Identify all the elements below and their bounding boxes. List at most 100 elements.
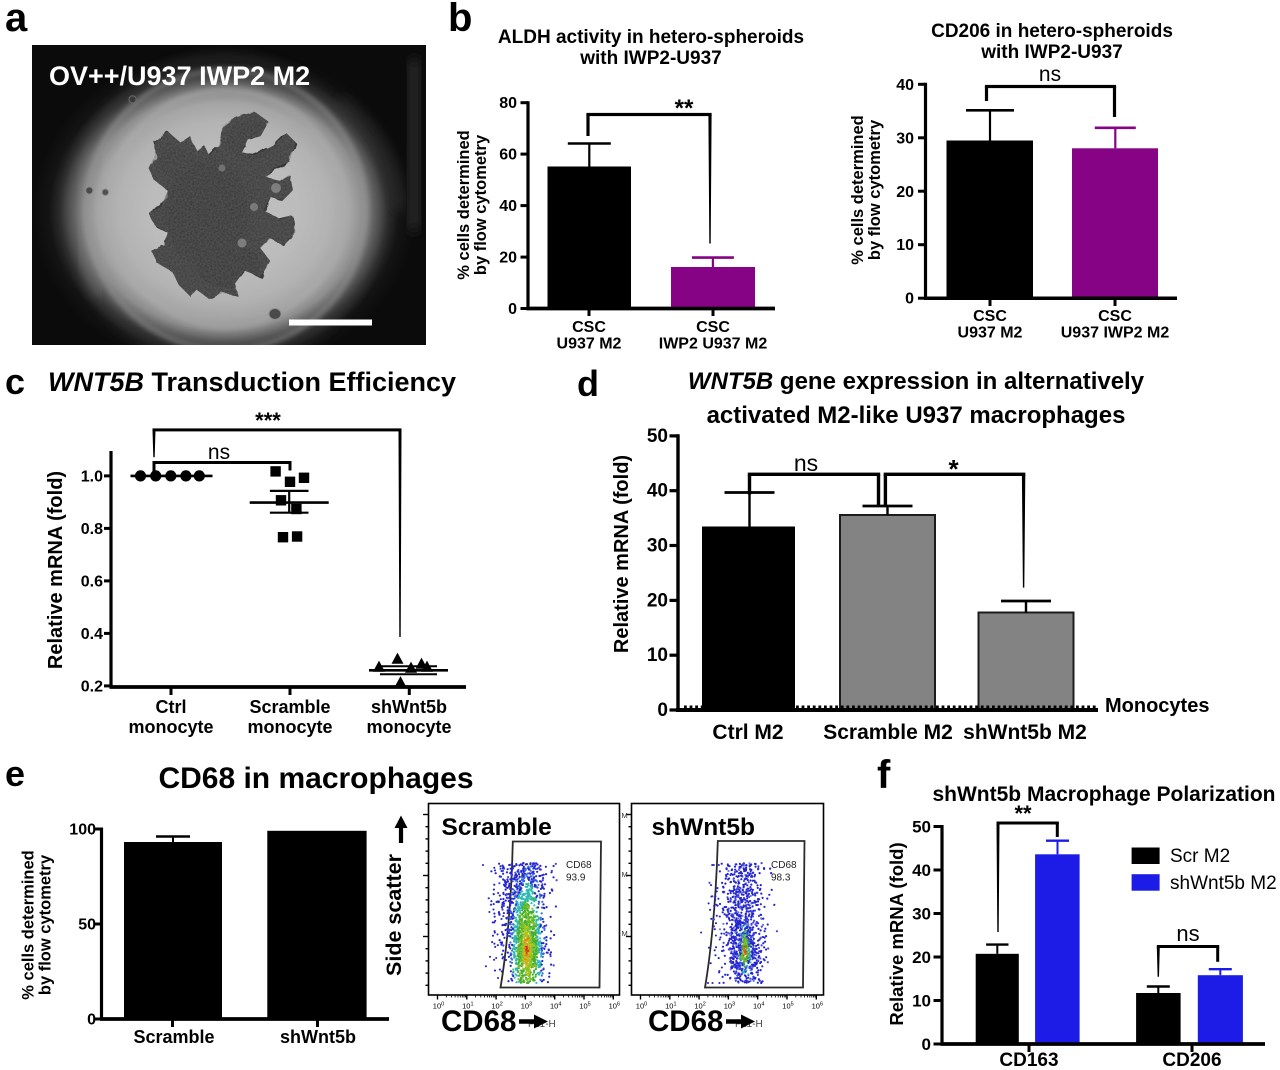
svg-text:CD68: CD68: [648, 1005, 723, 1038]
svg-text:U937 IWP2 M2: U937 IWP2 M2: [1061, 325, 1170, 342]
svg-text:ns: ns: [1039, 63, 1061, 86]
svg-text:50: 50: [647, 426, 668, 447]
svg-text:Scramble: Scramble: [249, 697, 330, 717]
svg-text:OV++/U937 IWP2 M2: OV++/U937 IWP2 M2: [49, 61, 310, 91]
svg-text:IWP2 U937 M2: IWP2 U937 M2: [659, 336, 768, 353]
svg-text:0.4: 0.4: [81, 626, 103, 643]
svg-text:Scramble M2: Scramble M2: [823, 721, 953, 744]
svg-text:**: **: [675, 95, 694, 122]
svg-text:CD68: CD68: [771, 860, 797, 871]
svg-text:20: 20: [896, 184, 914, 201]
svg-text:0: 0: [905, 291, 914, 308]
svg-text:40: 40: [896, 77, 914, 94]
svg-text:with IWP2-U937: with IWP2-U937: [980, 42, 1122, 63]
svg-text:100: 100: [433, 1002, 444, 1011]
svg-text:WNT5B Transduction Efficiency: WNT5B Transduction Efficiency: [48, 367, 456, 397]
svg-text:ns: ns: [794, 450, 818, 476]
svg-text:100: 100: [636, 1002, 647, 1011]
svg-text:f: f: [877, 753, 891, 797]
svg-text:10: 10: [896, 237, 914, 254]
svg-text:Ctrl: Ctrl: [156, 697, 187, 717]
svg-text:0.6: 0.6: [81, 573, 103, 590]
svg-text:Side scatter: Side scatter: [382, 853, 406, 976]
svg-text:b: b: [448, 0, 472, 40]
svg-text:102: 102: [491, 1002, 502, 1011]
svg-text:60: 60: [499, 147, 517, 164]
svg-text:0.2: 0.2: [81, 678, 103, 695]
svg-text:ALDH activity in hetero-sphero: ALDH activity in hetero-spheroids: [498, 27, 804, 48]
svg-text:Scr M2: Scr M2: [1170, 846, 1230, 867]
svg-text:CSC: CSC: [696, 319, 730, 336]
svg-text:% cells determined: % cells determined: [455, 130, 473, 279]
svg-text:CD68: CD68: [441, 1005, 516, 1038]
svg-text:Monocytes: Monocytes: [1105, 695, 1209, 717]
svg-text:CD68: CD68: [566, 860, 592, 871]
svg-text:CD163: CD163: [999, 1050, 1058, 1070]
svg-text:U937 M2: U937 M2: [557, 336, 622, 353]
svg-text:105: 105: [579, 1002, 590, 1011]
svg-text:by flow cytometry: by flow cytometry: [472, 134, 490, 275]
svg-text:shWnt5b: shWnt5b: [280, 1027, 356, 1047]
svg-text:106: 106: [609, 1002, 620, 1011]
svg-text:10: 10: [912, 992, 931, 1011]
svg-text:0: 0: [87, 1012, 96, 1029]
svg-text:104: 104: [753, 1002, 764, 1011]
svg-text:c: c: [5, 361, 25, 402]
svg-text:M: M: [622, 929, 628, 938]
svg-text:104: 104: [550, 1002, 561, 1011]
svg-text:U937 M2: U937 M2: [958, 325, 1023, 342]
svg-text:93.9: 93.9: [566, 873, 586, 884]
svg-text:0: 0: [508, 301, 517, 318]
svg-text:CD206 in hetero-spheroids: CD206 in hetero-spheroids: [931, 21, 1173, 42]
svg-text:30: 30: [896, 130, 914, 147]
svg-text:20: 20: [499, 250, 517, 267]
svg-text:monocyte: monocyte: [366, 717, 451, 737]
svg-text:% cells determined: % cells determined: [20, 850, 38, 999]
svg-text:50: 50: [78, 917, 96, 934]
svg-text:106: 106: [812, 1002, 823, 1011]
svg-text:**: **: [1014, 801, 1032, 826]
svg-text:shWnt5b: shWnt5b: [371, 697, 447, 717]
svg-text:% cells determined: % cells determined: [849, 115, 867, 264]
svg-text:by flow cytometry: by flow cytometry: [37, 854, 55, 995]
svg-text:activated M2-like U937 macroph: activated M2-like U937 macrophages: [707, 402, 1126, 429]
svg-text:CD206: CD206: [1162, 1050, 1221, 1070]
svg-text:Ctrl M2: Ctrl M2: [712, 721, 783, 744]
svg-text:shWnt5b Macrophage Polarizatio: shWnt5b Macrophage Polarization: [932, 783, 1275, 806]
svg-text:80: 80: [499, 95, 517, 112]
svg-text:monocyte: monocyte: [247, 717, 332, 737]
svg-text:ns: ns: [208, 441, 230, 464]
svg-text:ns: ns: [1176, 921, 1199, 946]
svg-text:d: d: [577, 363, 599, 404]
svg-text:Relative mRNA (fold): Relative mRNA (fold): [886, 842, 907, 1025]
svg-text:by flow cytometry: by flow cytometry: [866, 119, 884, 260]
svg-text:40: 40: [647, 481, 668, 502]
svg-text:105: 105: [782, 1002, 793, 1011]
svg-text:30: 30: [912, 905, 931, 924]
svg-text:Scramble: Scramble: [133, 1027, 214, 1047]
svg-text:CSC: CSC: [572, 319, 606, 336]
svg-text:10: 10: [647, 645, 668, 666]
svg-text:Relative mRNA (fold): Relative mRNA (fold): [45, 471, 67, 669]
svg-text:CSC: CSC: [1098, 308, 1132, 325]
svg-text:20: 20: [647, 590, 668, 611]
svg-text:M: M: [622, 870, 628, 879]
svg-text:20: 20: [912, 948, 931, 967]
svg-text:WNT5B gene expression in alter: WNT5B gene expression in alternatively: [688, 368, 1145, 395]
svg-text:*: *: [948, 454, 959, 484]
svg-text:with IWP2-U937: with IWP2-U937: [579, 48, 721, 69]
svg-text:0: 0: [657, 700, 668, 721]
svg-text:102: 102: [694, 1002, 705, 1011]
svg-text:50: 50: [912, 818, 931, 837]
svg-text:CSC: CSC: [973, 308, 1007, 325]
svg-text:98.3: 98.3: [771, 873, 791, 884]
svg-text:shWnt5b M2: shWnt5b M2: [1170, 873, 1277, 894]
svg-text:M: M: [622, 811, 628, 820]
svg-text:30: 30: [647, 536, 668, 557]
svg-text:103: 103: [724, 1002, 735, 1011]
svg-text:103: 103: [521, 1002, 532, 1011]
svg-text:shWnt5b M2: shWnt5b M2: [963, 721, 1087, 744]
svg-text:e: e: [5, 753, 25, 794]
svg-text:shWnt5b: shWnt5b: [652, 814, 755, 841]
svg-text:monocyte: monocyte: [128, 717, 213, 737]
